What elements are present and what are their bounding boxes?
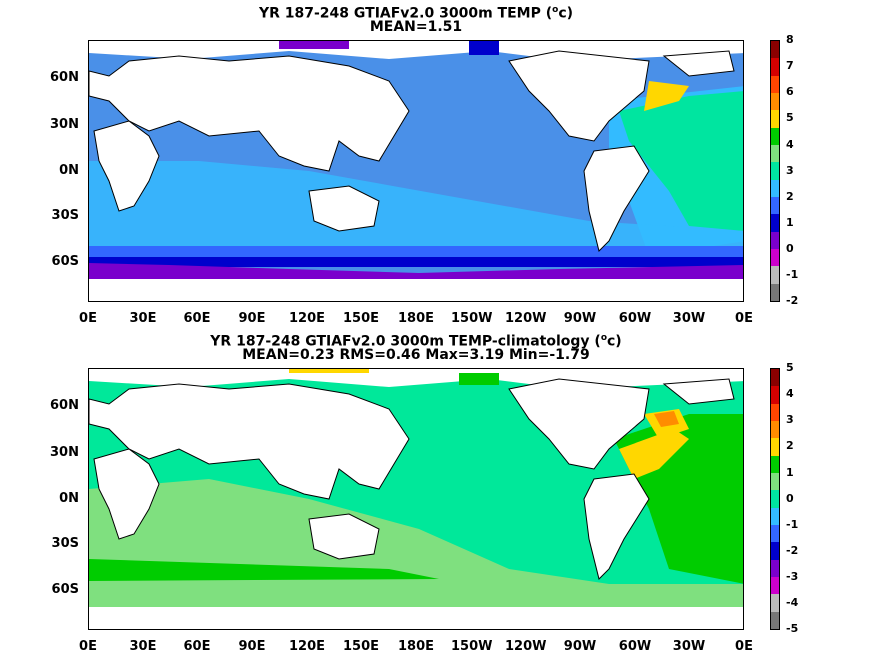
lon-label: 120E [288,311,326,326]
lon-label: 60W [618,311,652,326]
lon-label: 0E [735,639,753,654]
lon-label: 30W [672,639,706,654]
lat-label-0n: 0N [59,163,79,178]
lon-label: 30E [129,311,157,326]
lat-label-0n: 0N [59,491,79,506]
lon-label: 90E [238,311,266,326]
top-map-subtitle: MEAN=1.51 [369,19,463,35]
colorbar-label: 0 [786,492,794,505]
lon-label: 30E [129,639,157,654]
colorbar-label: 2 [786,190,794,203]
lon-label: 60W [618,639,652,654]
lat-label-30n: 30N [50,445,79,460]
lon-label: 150E [342,311,380,326]
colorbar-label: 2 [786,439,794,452]
bottom-colorbar [770,368,780,630]
colorbar-label: 0 [786,242,794,255]
colorbar-label: 4 [786,387,794,400]
lon-label: 60E [183,639,211,654]
lat-label-60s: 60S [51,582,79,597]
lon-label: 90W [563,639,597,654]
lon-label: 0E [735,311,753,326]
lon-label: 0E [79,639,97,654]
colorbar-label: -4 [786,596,799,609]
colorbar-label: 7 [786,59,794,72]
bottom-map-plot [88,368,744,630]
lon-label: 90W [563,311,597,326]
lon-label: 120E [288,639,326,654]
colorbar-label: 3 [786,413,794,426]
lat-label-60s: 60S [51,254,79,269]
lon-label: 120W [505,639,547,654]
top-map-plot [88,40,744,302]
top-map-panel: YR 187-248 GTIAFv2.0 3000m TEMP (oc) MEA… [50,5,799,326]
lon-label: 0E [79,311,97,326]
colorbar-label: -5 [786,622,799,635]
lat-label-30n: 30N [50,117,79,132]
lon-label: 150E [342,639,380,654]
top-map-title: YR 187-248 GTIAFv2.0 3000m TEMP (oc) [258,5,574,22]
colorbar-label: 6 [786,85,794,98]
colorbar-label: -2 [786,294,799,307]
lon-label: 60E [183,311,211,326]
lon-label: 30W [672,311,706,326]
lon-label: 150W [451,639,493,654]
colorbar-label: 5 [786,361,794,374]
bottom-map-subtitle: MEAN=0.23 RMS=0.46 Max=3.19 Min=-1.79 [242,347,590,363]
colorbar-label: 1 [786,216,794,229]
lat-label-60n: 60N [50,398,79,413]
lon-label: 120W [505,311,547,326]
bottom-map-panel: YR 187-248 GTIAFv2.0 3000m TEMP-climatol… [0,328,875,656]
colorbar-label: 3 [786,164,794,177]
lat-label-30s: 30S [51,536,79,551]
top-colorbar [770,40,780,302]
lat-label-60n: 60N [50,70,79,85]
colorbar-label: -1 [786,518,799,531]
lon-label: 180E [397,639,435,654]
bottom-map-title: YR 187-248 GTIAFv2.0 3000m TEMP-climatol… [210,333,622,350]
colorbar-label: 4 [786,138,794,151]
colorbar-label: 5 [786,111,794,124]
colorbar-label: -3 [786,570,799,583]
colorbar-label: -1 [786,268,799,281]
lon-label: 180E [397,311,435,326]
colorbar-label: -2 [786,544,799,557]
lat-label-30s: 30S [51,208,79,223]
colorbar-label: 1 [786,466,794,479]
colorbar-label: 8 [786,33,794,46]
lon-label: 90E [238,639,266,654]
lon-label: 150W [451,311,493,326]
